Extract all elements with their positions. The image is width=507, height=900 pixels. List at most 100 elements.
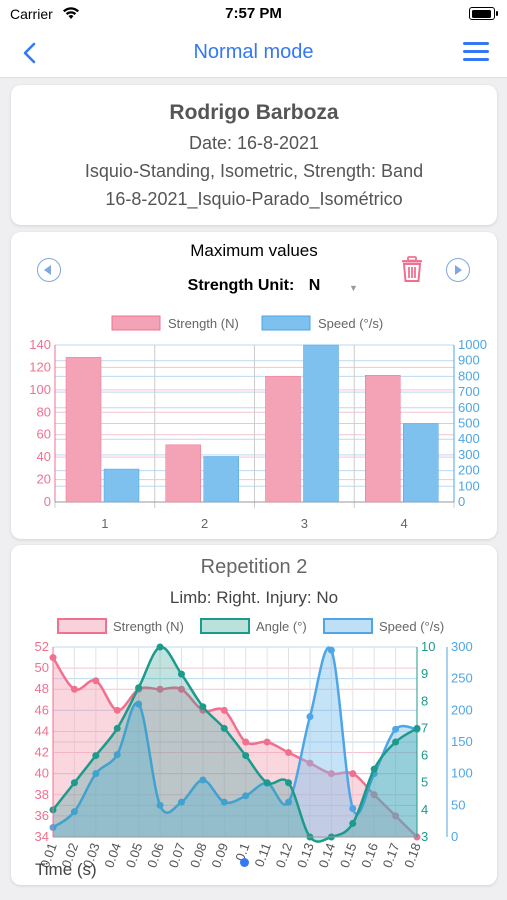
battery-icon — [469, 7, 498, 20]
legend-label-speed: Speed (°/s) — [318, 316, 383, 331]
point-strength — [263, 738, 271, 746]
trash-icon[interactable] — [400, 256, 424, 282]
point-angle — [113, 724, 121, 732]
x-tick-label: 0.12 — [273, 841, 296, 870]
point-strength — [177, 685, 185, 693]
x-tick-label: 0.09 — [208, 841, 231, 870]
bar-strength — [165, 444, 201, 503]
y-tick-angle: 4 — [421, 802, 428, 817]
y-tick-angle: 7 — [421, 720, 428, 735]
point-angle — [370, 765, 378, 773]
y-tick-left: 36 — [35, 808, 49, 823]
previous-button[interactable] — [37, 258, 61, 282]
point-angle — [199, 703, 207, 711]
back-chevron-icon[interactable] — [18, 40, 44, 66]
y-tick-right: 0 — [458, 494, 465, 509]
y-tick-right: 800 — [458, 368, 480, 383]
point-strength — [220, 706, 228, 714]
y-tick-right: 200 — [458, 463, 480, 478]
page-indicator-dot — [240, 858, 249, 867]
y-tick-left: 46 — [35, 702, 49, 717]
x-tick-label: 0.16 — [358, 841, 381, 870]
x-tick-label: 0.11 — [252, 841, 274, 869]
point-angle — [135, 684, 143, 692]
y-tick-left: 40 — [37, 449, 51, 464]
point-angle — [156, 643, 164, 651]
point-speed — [92, 770, 100, 778]
point-strength — [70, 685, 78, 693]
y-tick-angle: 5 — [421, 775, 428, 790]
y-tick-left: 52 — [35, 639, 49, 654]
y-tick-right: 900 — [458, 353, 480, 368]
y-tick-speed: 200 — [451, 702, 473, 717]
status-bar: Carrier 7:57 PM — [0, 0, 507, 30]
y-tick-left: 60 — [37, 427, 51, 442]
x-tick-label: 0.18 — [401, 841, 424, 870]
y-tick-left: 120 — [29, 359, 51, 374]
x-tick-label: 2 — [201, 516, 208, 531]
y-tick-angle: 9 — [421, 666, 428, 681]
y-tick-left: 80 — [37, 404, 51, 419]
battery-level — [471, 9, 491, 18]
x-tick-label: 0.15 — [337, 841, 360, 870]
next-button[interactable] — [446, 258, 470, 282]
point-speed — [220, 798, 228, 806]
legend-label-speed: Speed (°/s) — [379, 619, 444, 634]
hamburger-menu-icon[interactable] — [463, 42, 489, 64]
y-tick-speed: 250 — [451, 671, 473, 686]
point-speed — [113, 751, 121, 759]
strength-unit-row: Strength Unit: N ▼ — [11, 277, 497, 295]
repetition-subtitle: Limb: Right. Injury: No — [169, 588, 339, 607]
point-speed — [327, 646, 335, 654]
point-angle — [177, 670, 185, 678]
y-tick-right: 700 — [458, 384, 480, 399]
dropdown-caret-icon[interactable]: ▼ — [349, 283, 358, 293]
x-tick-label: 3 — [301, 516, 308, 531]
point-angle — [220, 724, 228, 732]
navigation-bar: Normal mode — [0, 30, 507, 78]
point-speed — [242, 792, 250, 800]
legend-swatch-strength — [57, 618, 107, 634]
y-tick-angle: 6 — [421, 748, 428, 763]
bar-strength — [365, 375, 401, 503]
point-speed — [306, 713, 314, 721]
bar-speed — [203, 456, 239, 503]
legend-swatch-angle — [200, 618, 250, 634]
point-speed — [135, 700, 143, 708]
point-angle — [92, 752, 100, 760]
y-tick-speed: 100 — [451, 766, 473, 781]
y-tick-left: 50 — [35, 660, 49, 675]
y-tick-angle: 10 — [421, 639, 435, 654]
strength-unit-label: Strength Unit: — [187, 277, 295, 294]
point-strength — [92, 677, 100, 685]
legend-label-strength: Strength (N) — [168, 316, 239, 331]
nav-title: Normal mode — [193, 41, 314, 63]
x-tick-label: 0.08 — [187, 841, 210, 870]
y-tick-right: 400 — [458, 431, 480, 446]
repetition-title: Repetition 2 — [200, 556, 308, 578]
legend-swatch-strength — [111, 315, 161, 331]
legend-swatch-speed — [323, 618, 373, 634]
point-speed — [392, 725, 400, 733]
point-strength — [285, 749, 293, 757]
file-name: 16-8-2021_Isquio-Parado_Isométrico — [105, 189, 403, 209]
y-tick-left: 38 — [35, 787, 49, 802]
y-tick-left: 20 — [37, 472, 51, 487]
y-tick-speed: 300 — [451, 639, 473, 654]
strength-unit-select[interactable]: N — [308, 277, 321, 294]
x-axis-label: Time (s) — [35, 860, 97, 879]
patient-name: Rodrigo Barboza — [169, 101, 339, 124]
area-strength — [53, 657, 417, 837]
point-speed — [199, 776, 207, 784]
bar-strength — [265, 376, 301, 503]
y-tick-left: 140 — [29, 337, 51, 352]
clock: 7:57 PM — [225, 5, 282, 22]
x-tick-label: 0.17 — [380, 841, 403, 870]
point-strength — [327, 770, 335, 778]
y-tick-left: 48 — [35, 681, 49, 696]
point-strength — [113, 706, 121, 714]
y-tick-speed: 150 — [451, 734, 473, 749]
point-speed — [156, 801, 164, 809]
session-info-card: Rodrigo Barboza Date: 16-8-2021 Isquio-S… — [11, 85, 497, 225]
y-tick-left: 34 — [35, 829, 49, 844]
